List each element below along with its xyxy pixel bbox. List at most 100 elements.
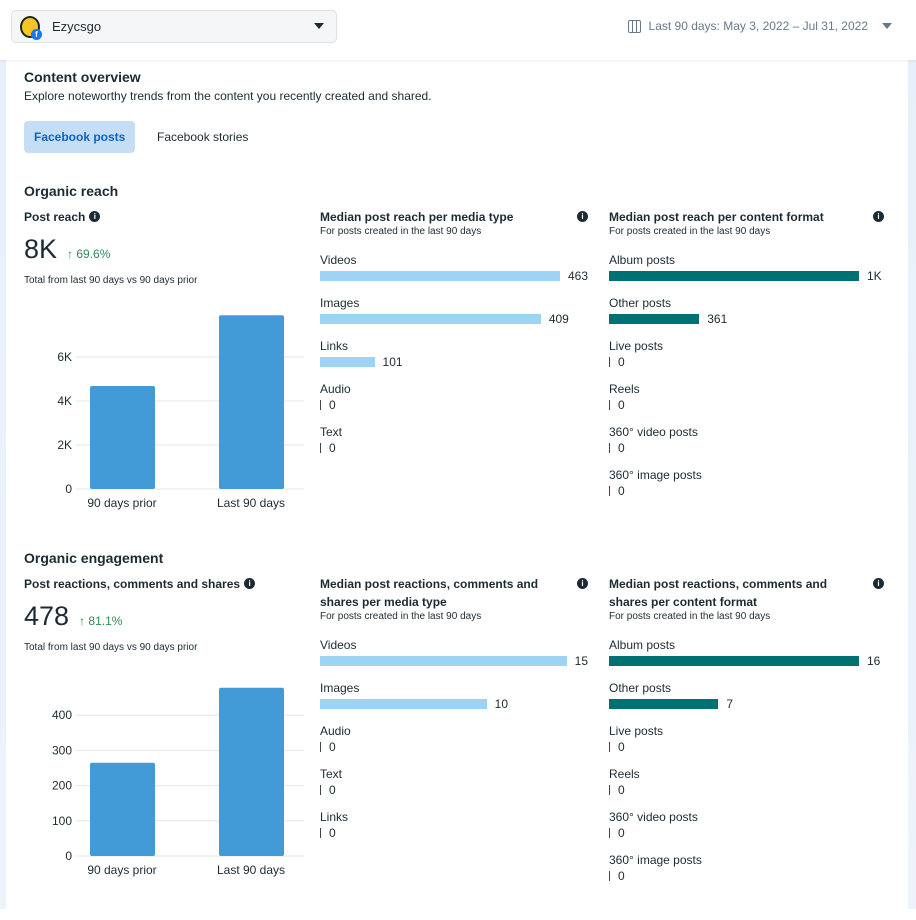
content-format-breakdown-title: Median post reactions, comments and shar… — [609, 577, 828, 609]
bar-value: 409 — [548, 312, 569, 326]
bar-label: Reels — [609, 767, 640, 781]
bar-row: Links 101 — [320, 337, 588, 380]
content-format-breakdown-subtitle: For posts created in the last 90 days — [609, 611, 771, 622]
y-tick-label: 0 — [65, 849, 72, 863]
section-title: Organic engagement — [24, 550, 164, 566]
bar-row: Reels 0 — [609, 380, 884, 423]
bar — [609, 828, 610, 838]
page-title: Content overview — [24, 69, 141, 85]
metric-title: Post reactions, comments and shares — [24, 577, 241, 591]
y-tick-label: 4K — [57, 394, 72, 408]
y-tick-label: 200 — [52, 779, 72, 793]
bar-value: 0 — [618, 398, 625, 412]
total-metric: Post reactions, comments and shares i 478… — [24, 575, 304, 653]
bar-row: Album posts 1K — [609, 251, 884, 294]
media-type-breakdown: Median post reactions, comments and shar… — [320, 575, 588, 851]
bar-label: Album posts — [609, 638, 676, 652]
bar-label: Live posts — [609, 339, 664, 353]
bar-row: Links 0 — [320, 808, 588, 851]
bar — [320, 828, 321, 838]
bar-value: 0 — [329, 783, 336, 797]
metric-delta: ↑ 81.1% — [79, 614, 123, 628]
calendar-icon — [627, 19, 641, 33]
metric-value: 8K — [24, 234, 58, 264]
x-tick-label: Last 90 days — [217, 863, 285, 877]
bar — [609, 785, 610, 795]
bar-row: Other posts 7 — [609, 679, 884, 722]
bar-label: Videos — [320, 253, 357, 267]
metric-caption: Total from last 90 days vs 90 days prior — [24, 642, 198, 653]
bar-chart: 0 100 200 300 400 90 days prior Last 90 days — [52, 687, 304, 877]
content-format-breakdown: Median post reactions, comments and shar… — [609, 575, 884, 894]
bar-value: 0 — [329, 441, 336, 455]
y-tick-label: 0 — [65, 482, 72, 496]
info-icon[interactable]: i — [577, 578, 588, 589]
tab-facebook-stories[interactable]: Facebook stories — [157, 130, 249, 144]
bar-value: 0 — [329, 826, 336, 840]
y-tick-label: 6K — [57, 350, 72, 364]
bar-row: 360° image posts 0 — [609, 466, 884, 509]
bar-value: 0 — [618, 355, 625, 369]
info-icon[interactable]: i — [873, 211, 884, 222]
bar-row: 360° image posts 0 — [609, 851, 884, 894]
info-icon[interactable]: i — [873, 578, 884, 589]
arrow-up-icon: ↑ — [67, 247, 77, 261]
account-selector[interactable]: f Ezycsgo — [11, 10, 337, 43]
bar — [320, 699, 487, 709]
metric-value: 478 — [24, 601, 70, 631]
info-icon[interactable]: i — [244, 578, 256, 589]
bar-label: Text — [320, 425, 343, 439]
content-format-breakdown-title: Median post reach per content format — [609, 210, 824, 224]
bar-label: Live posts — [609, 724, 664, 738]
info-icon[interactable]: i — [577, 211, 588, 222]
bar-value: 361 — [707, 312, 728, 326]
arrow-up-icon: ↑ — [79, 614, 89, 628]
bar — [320, 443, 321, 453]
bar — [609, 314, 700, 324]
media-type-breakdown-subtitle: For posts created in the last 90 days — [320, 226, 482, 237]
metric-title: Post reach — [24, 210, 86, 224]
top-bar: f Ezycsgo Last 90 days: May 3, 2022 – Ju… — [0, 0, 916, 60]
y-tick-label: 2K — [57, 438, 72, 452]
metric-caption: Total from last 90 days vs 90 days prior — [24, 275, 198, 286]
bar — [609, 400, 610, 410]
bar-value: 1K — [867, 269, 882, 283]
info-icon[interactable]: i — [89, 211, 101, 222]
total-metric: Post reach i 8K ↑ 69.6% Total from last 90… — [24, 208, 304, 286]
bar-value: 0 — [618, 441, 625, 455]
metric-delta: ↑ 69.6% — [67, 247, 111, 261]
bar-row: 360° video posts 0 — [609, 808, 884, 851]
bar-row: Audio 0 — [320, 722, 588, 765]
bar-label: Album posts — [609, 253, 676, 267]
bar — [320, 656, 567, 666]
tab-facebook-posts[interactable]: Facebook posts — [24, 121, 136, 153]
chart-bar — [90, 386, 155, 489]
bar-label: 360° image posts — [609, 853, 702, 867]
content-format-breakdown-subtitle: For posts created in the last 90 days — [609, 226, 771, 237]
bar-label: 360° video posts — [609, 425, 698, 439]
bar-row: Reels 0 — [609, 765, 884, 808]
bar — [609, 656, 859, 666]
bar — [609, 699, 719, 709]
facebook-icon: f — [31, 28, 42, 40]
bar-value: 15 — [574, 654, 588, 668]
section-0: Organic reach Post reach i 8K ↑ 69.6% Tota… — [0, 183, 916, 543]
media-type-breakdown-subtitle: For posts created in the last 90 days — [320, 611, 482, 622]
account-name: Ezycsgo — [52, 19, 102, 34]
bar-row: Album posts 16 — [609, 636, 884, 679]
bar-row: Live posts 0 — [609, 337, 884, 380]
date-range-picker[interactable]: Last 90 days: May 3, 2022 – Jul 31, 2022 — [627, 19, 892, 33]
bar-value: 7 — [726, 697, 734, 711]
section-title: Organic reach — [24, 183, 119, 199]
bar — [320, 271, 560, 281]
x-tick-label: Last 90 days — [217, 496, 285, 510]
bar-label: Videos — [320, 638, 357, 652]
chart-bar — [90, 762, 155, 856]
page-subtitle: Explore noteworthy trends from the conte… — [24, 89, 432, 103]
bar — [609, 443, 610, 453]
bar-row: Videos 15 — [320, 636, 588, 679]
bar-label: Images — [320, 296, 360, 310]
bar-label: Other posts — [609, 681, 672, 695]
bar-value: 0 — [618, 740, 625, 754]
chart-bar — [219, 315, 284, 489]
